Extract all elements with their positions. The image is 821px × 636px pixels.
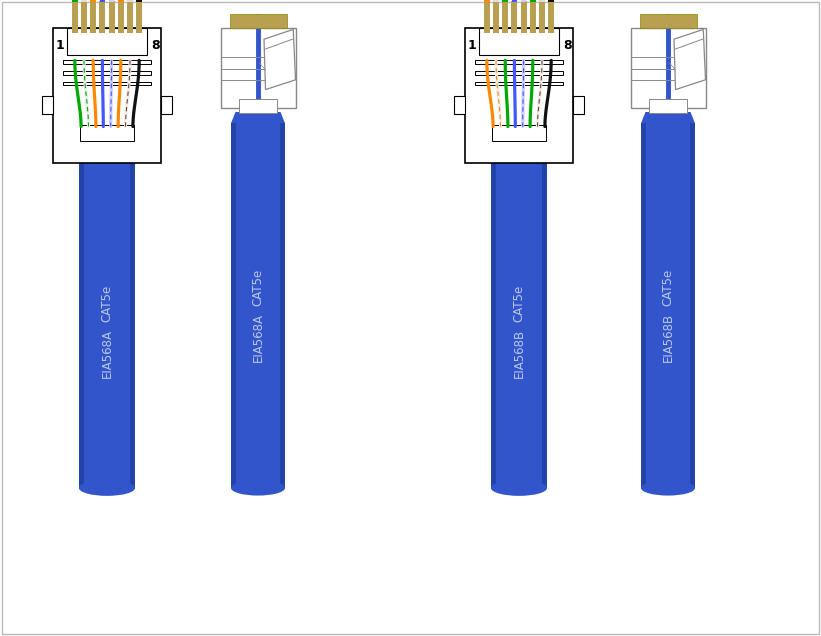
Bar (161, 95, 172, 114)
Text: 8: 8 (151, 39, 159, 52)
Ellipse shape (491, 480, 547, 496)
Bar (99, 0, 105, 3)
Bar (230, 14, 287, 28)
Text: 8: 8 (563, 39, 571, 52)
Text: 1: 1 (56, 39, 65, 52)
Bar (231, 123, 285, 488)
Bar (539, 0, 545, 3)
Bar (67, 28, 147, 55)
Bar (130, 155, 135, 488)
Bar (539, 1, 545, 34)
Polygon shape (641, 112, 695, 123)
Bar (479, 28, 559, 55)
Bar (491, 155, 496, 488)
Bar (631, 28, 705, 107)
Bar (521, 1, 526, 34)
Bar (475, 71, 563, 74)
Bar (127, 0, 133, 3)
Bar (108, 1, 115, 34)
Bar (491, 155, 547, 488)
Bar (99, 1, 105, 34)
Bar (484, 1, 490, 34)
Bar (80, 125, 134, 141)
Bar (530, 1, 536, 34)
Text: CAT5e: CAT5e (512, 285, 525, 322)
Bar (127, 1, 133, 34)
Bar (81, 1, 87, 34)
Bar (511, 0, 517, 3)
Bar (62, 60, 151, 64)
Bar (492, 125, 546, 141)
Bar (136, 1, 142, 34)
Bar (280, 123, 285, 488)
Text: CAT5e: CAT5e (251, 269, 264, 306)
Bar (493, 0, 499, 3)
Bar (81, 0, 87, 3)
Bar (690, 123, 695, 488)
Bar (542, 155, 547, 488)
Bar (42, 95, 53, 114)
Bar (641, 123, 695, 488)
Bar (641, 123, 646, 488)
Ellipse shape (231, 480, 285, 495)
Bar (521, 0, 526, 3)
Bar (640, 14, 696, 28)
Bar (118, 0, 123, 3)
Bar (231, 123, 236, 488)
Bar (72, 0, 78, 3)
Bar (548, 0, 554, 3)
Text: CAT5e: CAT5e (662, 269, 675, 306)
Bar (53, 28, 161, 163)
Text: CAT5e: CAT5e (100, 285, 113, 322)
Bar (62, 71, 151, 74)
Bar (511, 1, 517, 34)
Bar (109, 0, 114, 3)
Text: EIA568A: EIA568A (251, 313, 264, 362)
Bar (90, 0, 96, 3)
Bar (62, 82, 151, 85)
Text: EIA568B: EIA568B (512, 329, 525, 378)
Ellipse shape (641, 480, 695, 495)
Text: EIA568B: EIA568B (662, 313, 675, 362)
Bar (79, 155, 84, 488)
Bar (530, 0, 535, 3)
Polygon shape (76, 139, 137, 155)
Bar (502, 0, 508, 3)
Bar (118, 1, 124, 34)
Bar (649, 99, 686, 113)
Bar (454, 95, 465, 114)
Bar (493, 1, 499, 34)
Bar (90, 1, 96, 34)
Bar (475, 60, 563, 64)
Bar (72, 1, 78, 34)
Polygon shape (488, 139, 549, 155)
Bar (221, 28, 296, 107)
Polygon shape (231, 112, 285, 123)
Bar (573, 95, 584, 114)
Bar (465, 28, 573, 163)
Bar (475, 82, 563, 85)
Bar (79, 155, 135, 488)
Bar (136, 0, 142, 3)
Bar (484, 0, 489, 3)
Ellipse shape (79, 480, 135, 496)
Bar (502, 1, 508, 34)
Bar (548, 1, 554, 34)
Bar (239, 99, 277, 113)
Text: EIA568A: EIA568A (100, 329, 113, 378)
Text: 1: 1 (468, 39, 477, 52)
